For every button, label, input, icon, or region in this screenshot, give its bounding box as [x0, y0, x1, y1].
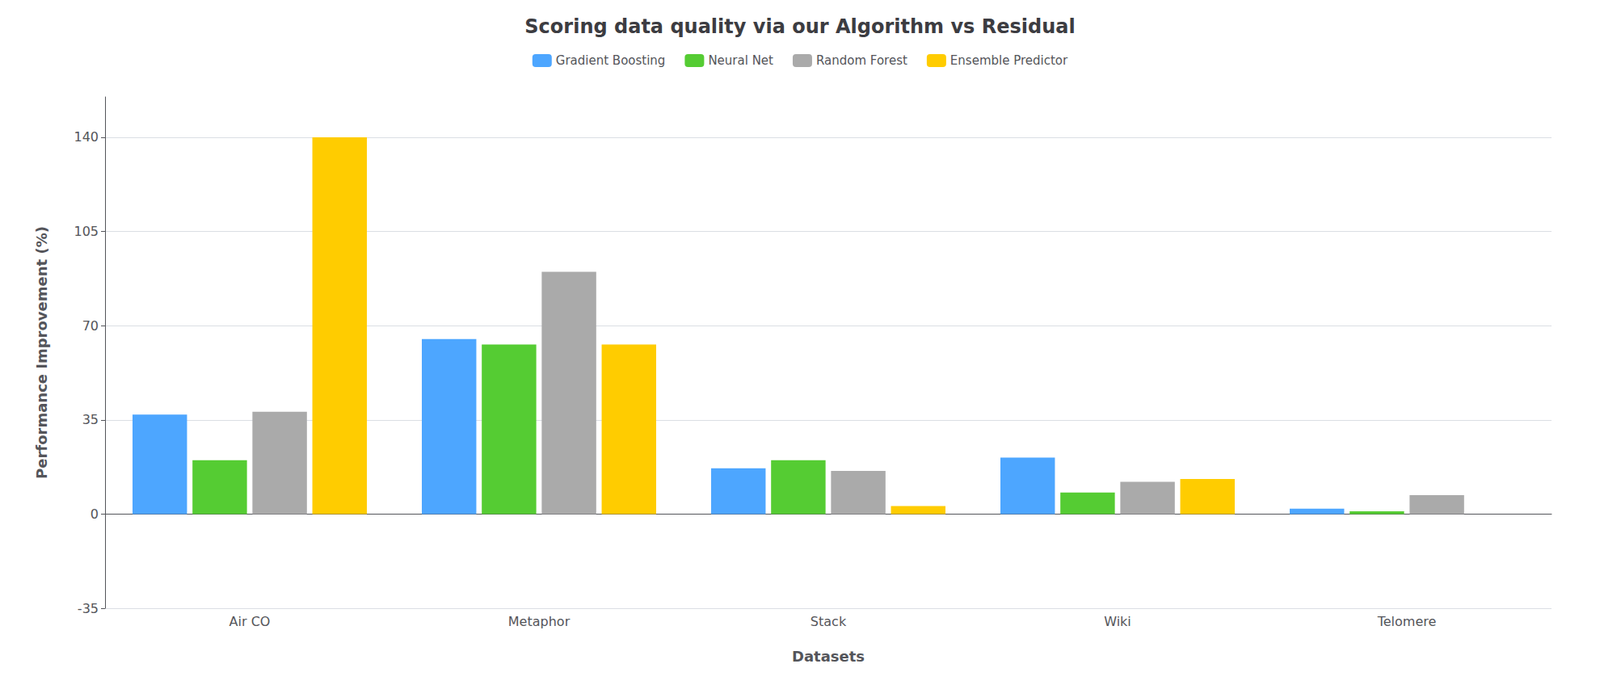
svg-text:70: 70 [82, 318, 99, 334]
svg-text:105: 105 [73, 223, 99, 240]
svg-text:Random Forest: Random Forest [816, 53, 908, 68]
svg-text:Neural Net: Neural Net [707, 53, 774, 68]
svg-text:Air CO: Air CO [229, 614, 271, 630]
svg-text:140: 140 [73, 129, 99, 145]
svg-text:Telomere: Telomere [1376, 614, 1437, 630]
svg-text:-35: -35 [77, 601, 99, 617]
svg-text:35: 35 [82, 412, 99, 428]
svg-text:Ensemble Predictor: Ensemble Predictor [950, 53, 1069, 68]
svg-text:Performance Improvement (%): Performance Improvement (%) [33, 226, 51, 480]
svg-text:Wiki: Wiki [1103, 614, 1132, 630]
svg-text:Gradient Boosting: Gradient Boosting [555, 53, 666, 68]
svg-text:Datasets: Datasets [791, 648, 865, 666]
svg-text:Scoring data quality via our A: Scoring data quality via our Algorithm v… [524, 15, 1075, 38]
svg-text:Stack: Stack [810, 614, 847, 630]
svg-text:Metaphor: Metaphor [508, 614, 571, 630]
svg-text:0: 0 [90, 506, 99, 523]
